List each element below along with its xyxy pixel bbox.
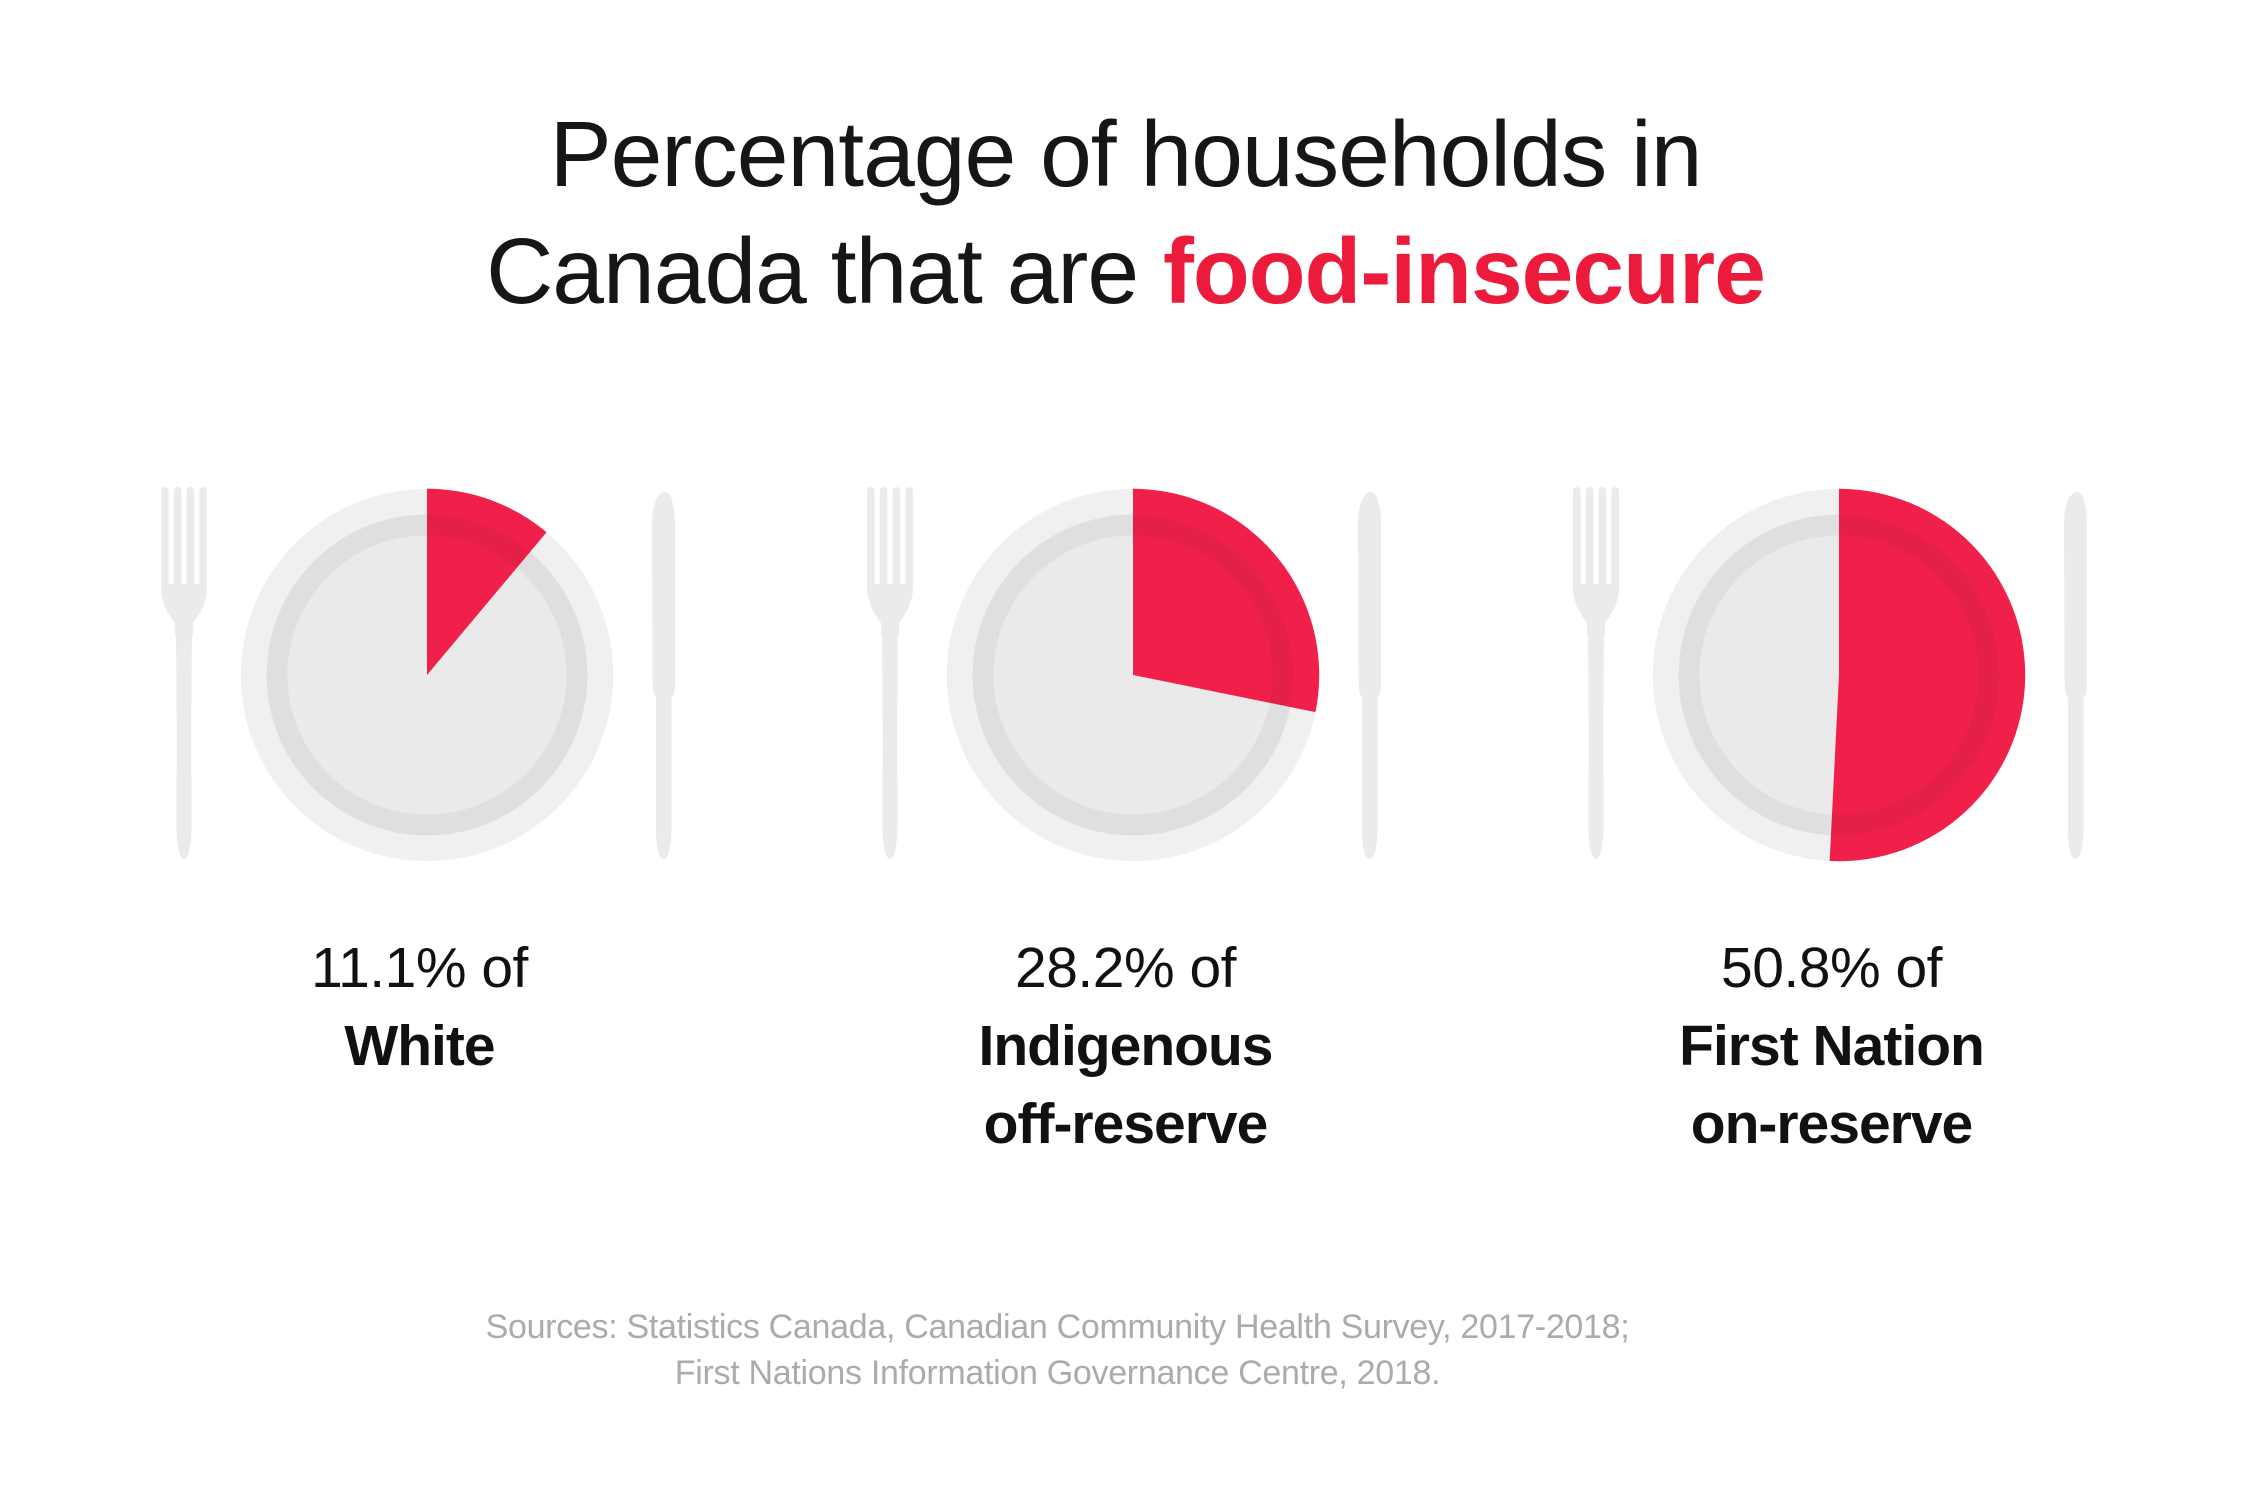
plate-ring xyxy=(1678,514,1999,836)
title-line-2-text: Canada that are xyxy=(486,219,1163,323)
group-label-line: Indigenous xyxy=(978,1014,1274,1078)
title-highlight: food-insecure xyxy=(1162,219,1766,323)
pie-chart-plate xyxy=(1652,488,2025,862)
knife-icon xyxy=(2063,491,2087,859)
pie-chart-plate xyxy=(946,488,1319,862)
plates-row xyxy=(0,479,2251,871)
group-label-line: off-reserve xyxy=(983,1092,1269,1156)
pie-slice xyxy=(1132,488,1319,713)
labels-row: 11.1% of White 28.2% of Indigenous off-r… xyxy=(0,929,2251,1163)
fork-icon xyxy=(160,487,207,859)
knife-icon xyxy=(651,491,675,859)
title-line-1: Percentage of households in xyxy=(549,102,1703,206)
plate-group-indigenous-off-reserve xyxy=(773,479,1479,871)
sources-line-1: Sources: Statistics Canada, Canadian Com… xyxy=(485,1308,1630,1346)
plate-group-white xyxy=(67,479,773,871)
label-col-white: 11.1% of White xyxy=(67,929,773,1163)
fork-icon xyxy=(1572,487,1619,859)
label-col-first-nation-on-reserve: 50.8% of First Nation on-reserve xyxy=(1479,929,2185,1163)
percent-label: 11.1% of xyxy=(311,936,528,1000)
plate-ring xyxy=(266,514,587,836)
group-label-line: White xyxy=(344,1014,495,1078)
group-label-line: on-reserve xyxy=(1690,1092,1974,1156)
percent-label: 28.2% of xyxy=(1015,936,1237,1000)
group-label-line: First Nation xyxy=(1679,1014,1985,1078)
pie-slice xyxy=(426,488,547,675)
plate-group-first-nation-on-reserve xyxy=(1479,479,2185,871)
pie-slice xyxy=(1829,488,2025,862)
fork-icon xyxy=(866,487,913,859)
knife-icon xyxy=(1357,491,1381,859)
plate-ring xyxy=(972,514,1293,836)
sources-line-2: First Nations Information Governance Cen… xyxy=(674,1354,1441,1392)
label-col-indigenous-off-reserve: 28.2% of Indigenous off-reserve xyxy=(773,929,1479,1163)
percent-label: 50.8% of xyxy=(1721,936,1943,1000)
page-title: Percentage of households in Canada that … xyxy=(0,0,2251,330)
sources-note: Sources: Statistics Canada, Canadian Com… xyxy=(0,1304,2183,1396)
pie-chart-plate xyxy=(240,488,613,862)
title-line-2: Canada that are food-insecure xyxy=(0,213,2251,330)
